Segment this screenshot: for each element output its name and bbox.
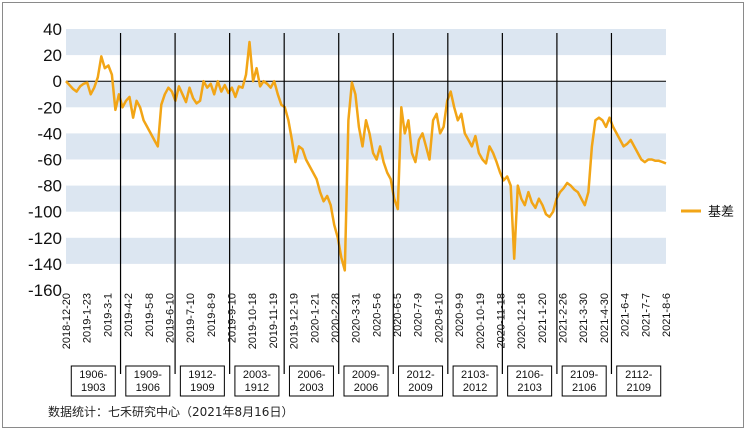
x-tick-label: 2019-12-19 <box>289 293 301 349</box>
y-tick-label: -20 <box>37 98 62 117</box>
contract-box <box>125 365 171 397</box>
contract-labels: 1906-1903 1909-1906 1912-1909 2003-1912 2006… <box>70 365 662 397</box>
x-tick-label: 2019-9-10 <box>227 293 239 343</box>
grid-band <box>66 133 666 160</box>
x-tick-label: 2020-11-18 <box>495 293 507 348</box>
x-tick-label: 2021-2-26 <box>558 293 570 343</box>
grid-band <box>66 185 666 212</box>
contract-box <box>234 365 280 397</box>
x-tick-label: 2020-1-21 <box>309 293 321 343</box>
x-tick-label: 2020-3-31 <box>351 293 363 343</box>
x-tick-label: 2020-2-28 <box>330 293 342 343</box>
x-tick-label: 2020-9-9 <box>454 293 466 337</box>
contract-label-line2: 1912 <box>245 382 269 394</box>
x-tick-label: 2019-7-10 <box>185 293 197 343</box>
contract-label-line1: 2106- <box>516 369 544 381</box>
contract-label-line2: 2006 <box>354 382 378 394</box>
y-tick-label: 20 <box>43 46 62 65</box>
contract-label-line1: 1906- <box>79 369 107 381</box>
x-tick-label: 2020-10-19 <box>475 293 487 349</box>
contract-box <box>561 365 607 397</box>
x-tick-label: 2018-12-20 <box>61 293 73 349</box>
contract-box <box>398 365 444 397</box>
contract-label-line1: 2012- <box>406 369 434 381</box>
contract-label-line1: 2009- <box>352 369 380 381</box>
contract-box <box>288 365 334 397</box>
contract-dividers <box>119 33 613 374</box>
contract-box <box>452 365 498 397</box>
y-axis-ticks: 40 20 0 -20 -40 -60 -80 -100 -120 -140 -160 <box>28 20 62 300</box>
contract-label-line1: 2112- <box>625 369 653 381</box>
source-note: 数据统计：七禾研究中心（2021年8月16日） <box>48 405 294 419</box>
y-tick-label: -140 <box>28 255 62 274</box>
x-tick-label: 2019-11-19 <box>268 293 280 348</box>
background-bands <box>66 29 666 264</box>
x-tick-label: 2019-8-9 <box>206 293 218 337</box>
grid-band <box>66 81 666 108</box>
grid-band <box>66 29 666 56</box>
series-basis <box>65 40 667 272</box>
contract-label-line1: 2103- <box>461 369 489 381</box>
x-tick-label: 2020-6-5 <box>392 293 404 337</box>
y-tick-label: 40 <box>43 20 62 39</box>
y-tick-label: -60 <box>37 151 62 170</box>
grid-band <box>66 237 666 264</box>
contract-label-line2: 2009 <box>408 382 432 394</box>
x-tick-label: 2019-6-10 <box>164 293 176 343</box>
x-tick-label: 2020-12-18 <box>516 293 528 349</box>
x-tick-label: 2019-4-2 <box>123 293 135 337</box>
x-tick-label: 2020-5-6 <box>371 293 383 337</box>
x-tick-label: 2021-3-30 <box>578 293 590 343</box>
contract-box <box>179 365 225 397</box>
series-line-basis <box>65 40 667 272</box>
y-tick-label: -40 <box>37 124 62 143</box>
x-tick-label: 2021-7-7 <box>640 293 652 337</box>
y-tick-label: -100 <box>28 203 62 222</box>
chart-frame <box>2 2 744 428</box>
x-tick-label: 2021-6-4 <box>620 293 632 337</box>
contract-label-line2: 2106 <box>572 382 596 394</box>
contract-label-line2: 2109 <box>626 382 650 394</box>
legend-label: 基差 <box>708 205 734 220</box>
x-tick-label: 2021-1-20 <box>537 293 549 343</box>
contract-label-line1: 1912- <box>188 369 216 381</box>
x-tick-label: 2020-8-10 <box>433 293 445 343</box>
contract-label-line1: 2003- <box>243 369 271 381</box>
x-tick-label: 2019-3-1 <box>102 293 114 337</box>
contract-box <box>343 365 389 397</box>
legend: 基差 <box>681 205 734 220</box>
y-tick-label: -80 <box>37 177 62 196</box>
contract-label-line2: 1906 <box>136 382 160 394</box>
contract-box <box>616 365 662 397</box>
y-tick-label: -160 <box>28 281 62 300</box>
contract-label-line1: 2109- <box>570 369 598 381</box>
y-tick-label: 0 <box>53 72 62 91</box>
contract-label-line2: 2103 <box>517 382 541 394</box>
x-tick-label: 2021-4-30 <box>599 293 611 343</box>
x-axis-ticks: 2018-12-20 2019-1-23 2019-3-1 2019-4-2 2019-… <box>61 293 673 349</box>
x-tick-label: 2021-8-6 <box>661 293 673 337</box>
contract-label-line2: 1909 <box>190 382 214 394</box>
contract-label-line2: 2012 <box>463 382 487 394</box>
contract-box <box>507 365 553 397</box>
x-tick-label: 2019-10-18 <box>247 293 259 349</box>
x-tick-label: 2019-1-23 <box>82 293 94 343</box>
contract-label-line2: 1903 <box>81 382 105 394</box>
y-tick-label: -120 <box>28 229 62 248</box>
contract-label-line2: 2003 <box>299 382 323 394</box>
x-tick-label: 2020-7-9 <box>413 293 425 337</box>
contract-label-line1: 1909- <box>134 369 162 381</box>
x-tick-label: 2019-5-8 <box>144 293 156 337</box>
contract-box <box>70 365 116 397</box>
contract-label-line1: 2006- <box>297 369 325 381</box>
